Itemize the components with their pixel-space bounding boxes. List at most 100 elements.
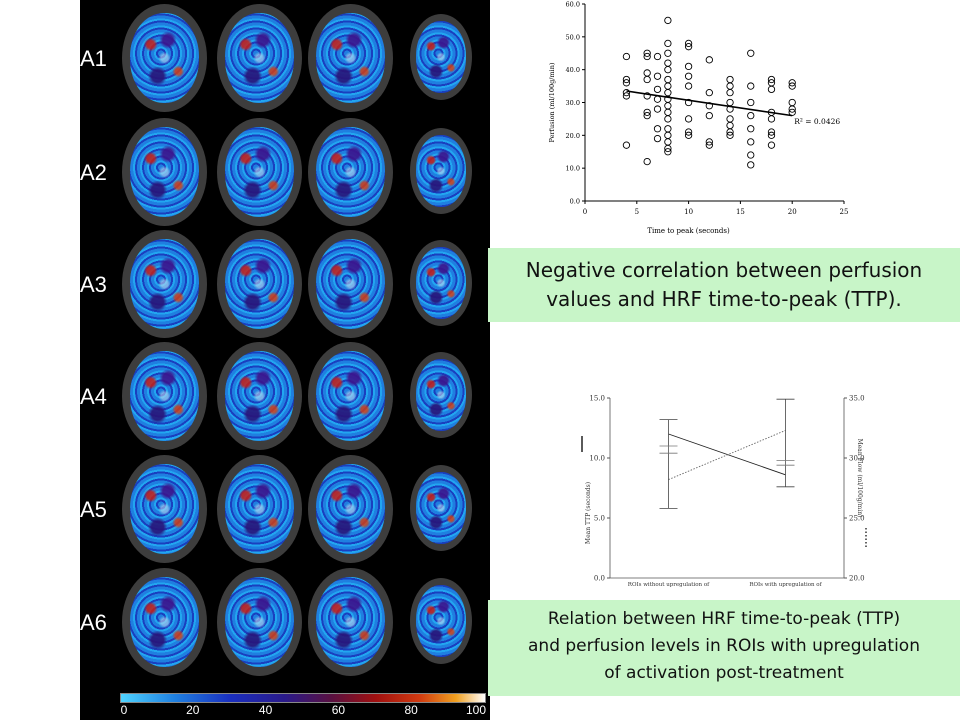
left-tick-label: 10.0 <box>589 455 605 463</box>
data-point <box>705 89 713 97</box>
x-tick-label: 5 <box>635 208 639 216</box>
perfusion-map <box>315 126 386 218</box>
data-point <box>726 121 734 130</box>
y-axis-label: Perfusion (ml/100g/min) <box>548 62 556 142</box>
row-label-a1: A1 <box>80 46 107 71</box>
x-axis-label: Time to peak (seconds) <box>647 227 730 235</box>
data-point <box>643 108 651 117</box>
perfusion-map <box>315 463 386 555</box>
colorbar-tick: 0 <box>120 703 128 717</box>
mri-slice <box>410 14 472 100</box>
mri-slice <box>410 465 472 551</box>
data-point <box>664 16 672 25</box>
data-point <box>643 157 651 166</box>
data-point <box>643 52 651 61</box>
data-point <box>747 111 755 120</box>
y-tick-label: 40.0 <box>566 66 580 74</box>
mri-slice <box>122 118 207 226</box>
colorbar-tick: 100 <box>465 703 487 717</box>
data-point <box>664 148 672 156</box>
right-tick-label: 30.0 <box>849 455 865 463</box>
mri-slice <box>217 455 302 563</box>
mri-slice <box>308 118 393 226</box>
series-flow-line <box>668 429 786 481</box>
data-point <box>664 144 672 153</box>
mri-slice <box>122 4 207 112</box>
data-point <box>767 128 776 136</box>
mri-slice <box>217 230 302 338</box>
data-point <box>767 85 776 94</box>
data-point <box>622 92 631 100</box>
data-point <box>664 82 672 90</box>
right-axis-label: Mean Flow (ml/100g/min) <box>856 439 863 518</box>
data-point <box>653 72 662 80</box>
data-point <box>643 92 651 100</box>
data-point <box>664 39 672 48</box>
y-tick-label: 50.0 <box>566 33 580 41</box>
x-tick-label: 20 <box>788 208 797 216</box>
colorbar-tick: 20 <box>186 703 200 717</box>
r-squared-annotation: R² = 0.0426 <box>794 117 840 126</box>
caption-relation: Relation between HRF time-to-peak (TTP) … <box>488 600 960 696</box>
right-tick-label: 35.0 <box>849 395 865 403</box>
data-point <box>705 138 713 146</box>
data-point <box>664 138 672 146</box>
mri-slice <box>308 342 393 450</box>
mri-slice <box>410 352 472 438</box>
data-point <box>726 128 734 136</box>
data-point <box>684 39 693 48</box>
left-tick-label: 0.0 <box>594 575 605 583</box>
colorbar-tick: 40 <box>258 703 273 717</box>
data-point <box>684 43 693 51</box>
mri-slice <box>217 118 302 226</box>
mri-slice <box>308 230 393 338</box>
data-point <box>726 98 734 107</box>
data-point <box>622 141 631 149</box>
colorbar-tick: 80 <box>404 703 418 717</box>
perfusion-map <box>224 238 295 330</box>
perfusion-map <box>415 471 467 545</box>
data-point <box>747 125 755 133</box>
data-point <box>684 72 693 80</box>
data-point <box>664 49 672 57</box>
mri-slice <box>308 4 393 112</box>
data-point <box>653 105 662 113</box>
perfusion-map <box>129 576 200 668</box>
row-label-a4: A4 <box>80 384 107 409</box>
row-label-a2: A2 <box>80 160 107 185</box>
mri-slice <box>217 4 302 112</box>
data-point <box>664 108 672 117</box>
data-point <box>643 49 651 57</box>
caption1-line2: values and HRF time-to-peak (TTP). <box>546 287 902 311</box>
data-point <box>653 125 662 133</box>
y-tick-label: 10.0 <box>566 165 580 173</box>
trend-line <box>626 90 793 117</box>
caption-correlation: Negative correlation between perfusion v… <box>488 248 960 322</box>
x-tick-label: 0 <box>583 208 587 216</box>
perfusion-map <box>224 576 295 668</box>
data-point <box>684 62 693 71</box>
data-point <box>705 56 713 64</box>
perfusion-map <box>315 12 386 104</box>
perfusion-map <box>129 463 200 555</box>
data-point <box>726 131 734 139</box>
data-point <box>747 98 755 107</box>
data-point <box>664 102 672 110</box>
mri-slice <box>122 568 207 676</box>
ttp-flow-line-chart: 0.0 5.0 10.0 15.0 20.0 25.0 30.0 35.0 Mean TTP (… <box>581 395 867 588</box>
left-tick-label: 15.0 <box>589 395 605 403</box>
caption2-line1: Relation between HRF time-to-peak (TTP) <box>547 609 901 629</box>
perfusion-map <box>315 238 386 330</box>
data-point <box>747 138 755 146</box>
mri-slice <box>217 342 302 450</box>
y-tick-label: 20.0 <box>566 132 580 140</box>
mri-slice <box>122 455 207 563</box>
data-point <box>726 115 734 123</box>
scatter-plot: 0.0 10.0 20.0 30.0 40.0 50.0 60.0 0 5 10 15 20 25 Tim… <box>548 1 848 236</box>
data-point <box>622 89 631 97</box>
y-tick-label: 0.0 <box>570 198 580 206</box>
data-point <box>653 85 662 94</box>
data-point <box>747 82 755 90</box>
data-point <box>705 141 713 149</box>
